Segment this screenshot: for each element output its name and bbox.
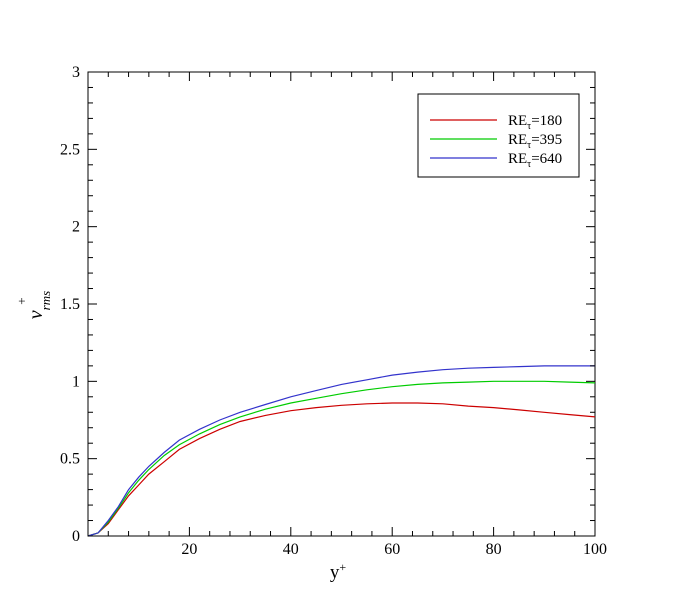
legend-label-sub: τ	[527, 121, 531, 132]
legend-box	[417, 93, 580, 178]
series-line-1	[87, 402, 596, 537]
y-axis-label-sub: rms	[38, 291, 53, 311]
x-axis-label: y+	[330, 560, 347, 583]
legend-label-2: REτ=395	[508, 132, 562, 151]
y-tick-label: 0	[72, 528, 80, 545]
legend-label-base: RE	[508, 151, 527, 167]
series-line-3	[87, 365, 595, 537]
x-tick-label: 100	[583, 541, 607, 558]
y-axis-label-sup: +	[14, 297, 29, 304]
legend-label-suffix: =640	[531, 151, 562, 167]
legend-label-3: REτ=640	[508, 151, 562, 170]
legend-label-base: RE	[508, 113, 527, 129]
x-tick-label: 60	[384, 541, 400, 558]
legend-label-suffix: =395	[531, 132, 562, 148]
x-tick-label: 40	[283, 541, 299, 558]
y-tick-label: 2.5	[60, 141, 80, 158]
series-line-2	[87, 380, 596, 537]
legend-label-1: REτ=180	[508, 113, 562, 132]
legend-label-sub: τ	[527, 159, 531, 170]
x-axis-label-sup: +	[339, 560, 346, 574]
y-axis-label-base: v	[25, 310, 47, 319]
legend-label-sub: τ	[527, 140, 531, 151]
legend-label-base: RE	[508, 132, 527, 148]
legend-label-suffix: =180	[531, 113, 562, 129]
y-tick-label: 1	[72, 373, 80, 390]
x-tick-label: 80	[486, 541, 502, 558]
y-tick-label: 0.5	[60, 451, 80, 468]
y-tick-label: 3	[72, 64, 80, 81]
y-tick-label: 1.5	[60, 296, 80, 313]
x-tick-label: 20	[181, 541, 197, 558]
y-tick-label: 2	[72, 219, 80, 236]
y-axis-label: vrms +	[14, 291, 53, 319]
x-axis-label-base: y	[330, 562, 340, 583]
